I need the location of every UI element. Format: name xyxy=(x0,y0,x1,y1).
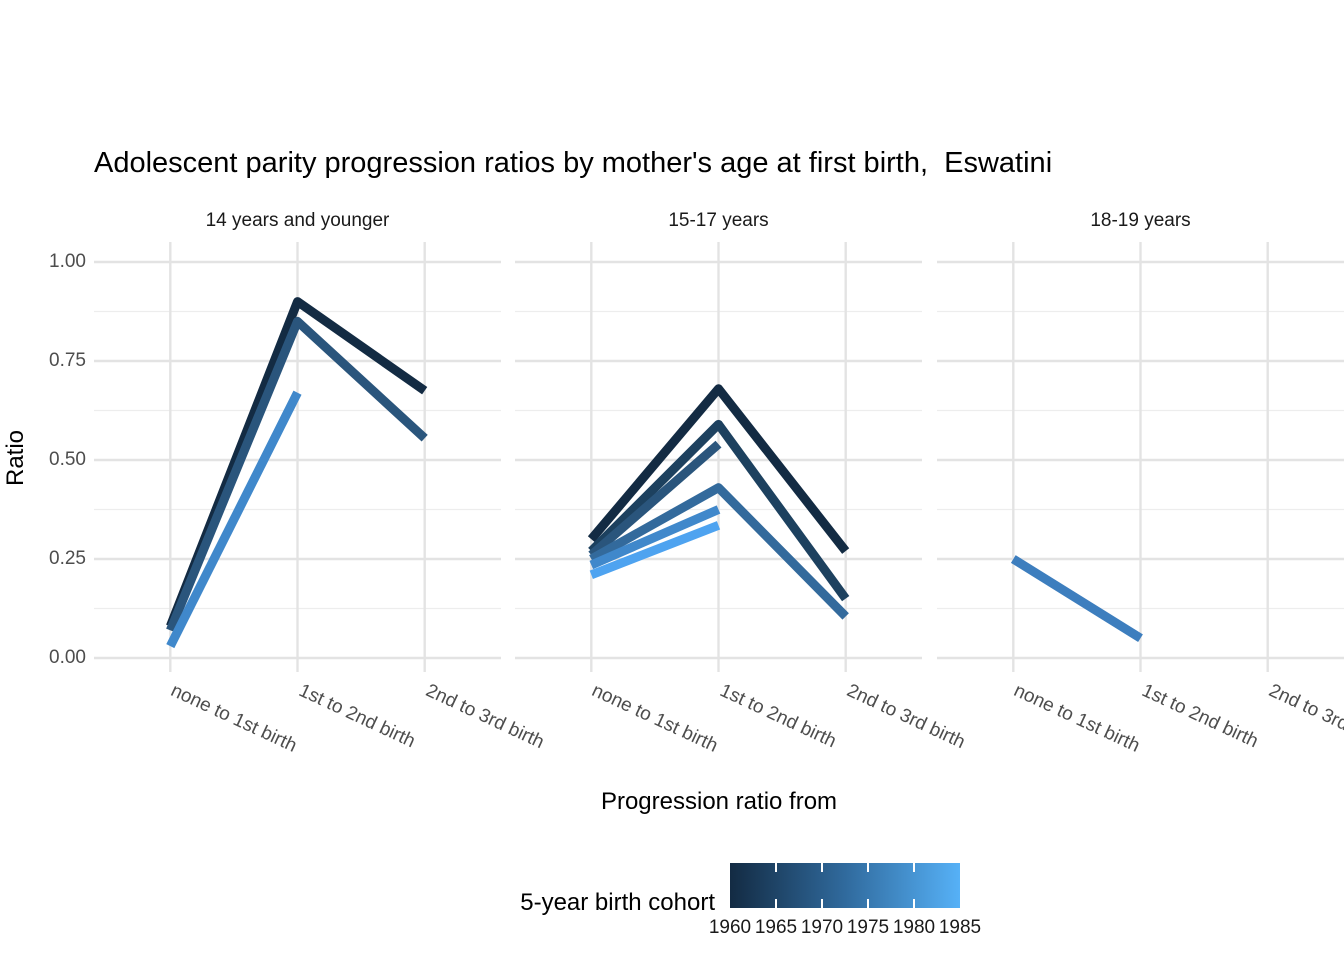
cohort-line-1980 xyxy=(589,505,721,570)
cohort-line-1985 xyxy=(589,521,721,580)
cohort-line-1960 xyxy=(587,384,850,554)
x-tick-label: 1st to 2nd birth xyxy=(1138,680,1261,753)
legend-colorbar-tick xyxy=(867,863,869,872)
y-axis-title: Ratio xyxy=(2,429,29,487)
x-axis-title: Progression ratio from xyxy=(600,788,838,815)
cohort-line-1970 xyxy=(588,440,722,559)
facet-label: 18-19 years xyxy=(1090,210,1191,231)
y-tick-label: 1.00 xyxy=(49,251,86,272)
facet-panel xyxy=(937,242,1344,672)
legend-tick-label: 1965 xyxy=(754,917,798,938)
x-tick-label: 1st to 2nd birth xyxy=(295,680,418,753)
facet-panel xyxy=(515,242,922,672)
cohort-line-1970 xyxy=(166,316,428,632)
legend-colorbar-tick xyxy=(775,899,777,908)
legend-tick-label: 1985 xyxy=(938,917,982,938)
x-tick-label: 2nd to 3rd birth xyxy=(843,680,968,754)
y-tick-label: 0.25 xyxy=(49,548,86,569)
cohort-line-1980 xyxy=(1010,555,1143,643)
y-tick-label: 0.75 xyxy=(49,350,86,371)
facet-label: 14 years and younger xyxy=(205,210,390,231)
y-tick-label: 0.00 xyxy=(49,647,86,668)
x-tick-label: none to 1st birth xyxy=(588,680,722,757)
legend-tick-label: 1980 xyxy=(892,917,936,938)
cohort-line-1980 xyxy=(166,390,302,649)
legend-tick-label: 1960 xyxy=(708,917,752,938)
legend-colorbar xyxy=(730,863,960,908)
legend-tick-label: 1975 xyxy=(846,917,890,938)
cohort-line-1965 xyxy=(588,419,850,602)
chart-title: Adolescent parity progression ratios by … xyxy=(94,147,1053,179)
x-tick-label: 2nd to 3rd birth xyxy=(422,680,547,754)
facet-panel xyxy=(94,242,501,672)
cohort-line-1975 xyxy=(589,483,849,620)
x-tick-label: none to 1st birth xyxy=(1010,680,1144,757)
x-tick-label: 1st to 2nd birth xyxy=(716,680,839,753)
facet-label: 15-17 years xyxy=(668,210,769,231)
legend-colorbar-tick xyxy=(821,899,823,908)
legend-colorbar-tick xyxy=(867,899,869,908)
legend-title: 5-year birth cohort xyxy=(520,889,715,916)
legend-colorbar-tick xyxy=(821,863,823,872)
legend-colorbar-tick xyxy=(913,899,915,908)
legend-colorbar-tick xyxy=(775,863,777,872)
legend-colorbar-tick xyxy=(913,863,915,872)
x-tick-label: none to 1st birth xyxy=(167,680,301,757)
legend-tick-label: 1970 xyxy=(800,917,844,938)
y-tick-label: 0.50 xyxy=(49,449,86,470)
x-tick-label: 2nd to 3rd birth xyxy=(1265,680,1344,753)
